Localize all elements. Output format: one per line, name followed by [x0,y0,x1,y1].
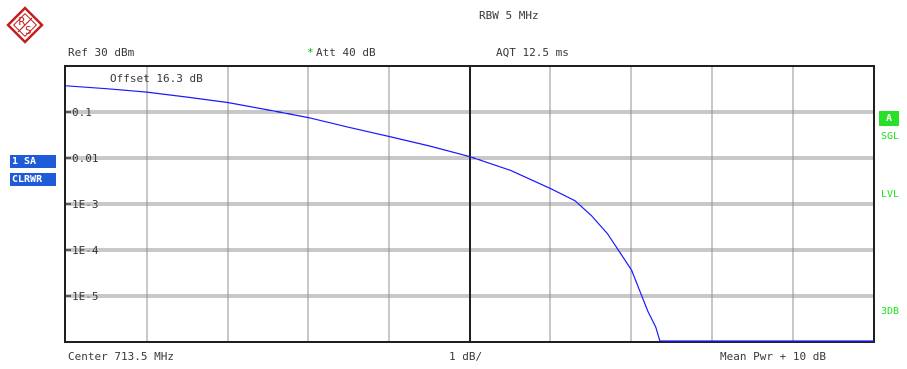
y-label-1e-3: 1E-3 [72,198,99,211]
svg-text:R: R [19,15,26,28]
lvl-indicator: LVL [881,189,900,200]
trace-label[interactable]: 1 SA [10,155,56,168]
rs-logo: R S [6,6,44,44]
y-label-0.01: 0.01 [72,152,99,165]
plot-border [64,65,875,343]
trace-mode-label[interactable]: CLRWR [10,173,56,186]
trace-a-indicator: A [879,111,899,126]
center-frequency-label: Center 713.5 MHz [68,350,174,363]
sgl-indicator: SGL [881,131,900,142]
y-ticks [66,111,71,297]
y-label-1e-4: 1E-4 [72,244,99,257]
3db-indicator: 3DB [881,306,900,317]
offset-label: Offset 16.3 dB [110,72,203,85]
att-coupling-marker: * [307,46,314,59]
ccdf-trace [65,85,874,342]
y-label-0.1: 0.1 [72,106,92,119]
scale-label: 1 dB/ [449,350,483,363]
attenuation-label: Att 40 dB [316,46,376,59]
aqt-label: AQT 12.5 ms [496,46,569,59]
mean-pwr-label: Mean Pwr + 10 dB [720,350,826,363]
ref-level-label: Ref 30 dBm [68,46,135,59]
rbw-label: RBW 5 MHz [479,9,539,22]
y-label-1e-5: 1E-5 [72,290,99,303]
svg-text:S: S [25,24,32,37]
